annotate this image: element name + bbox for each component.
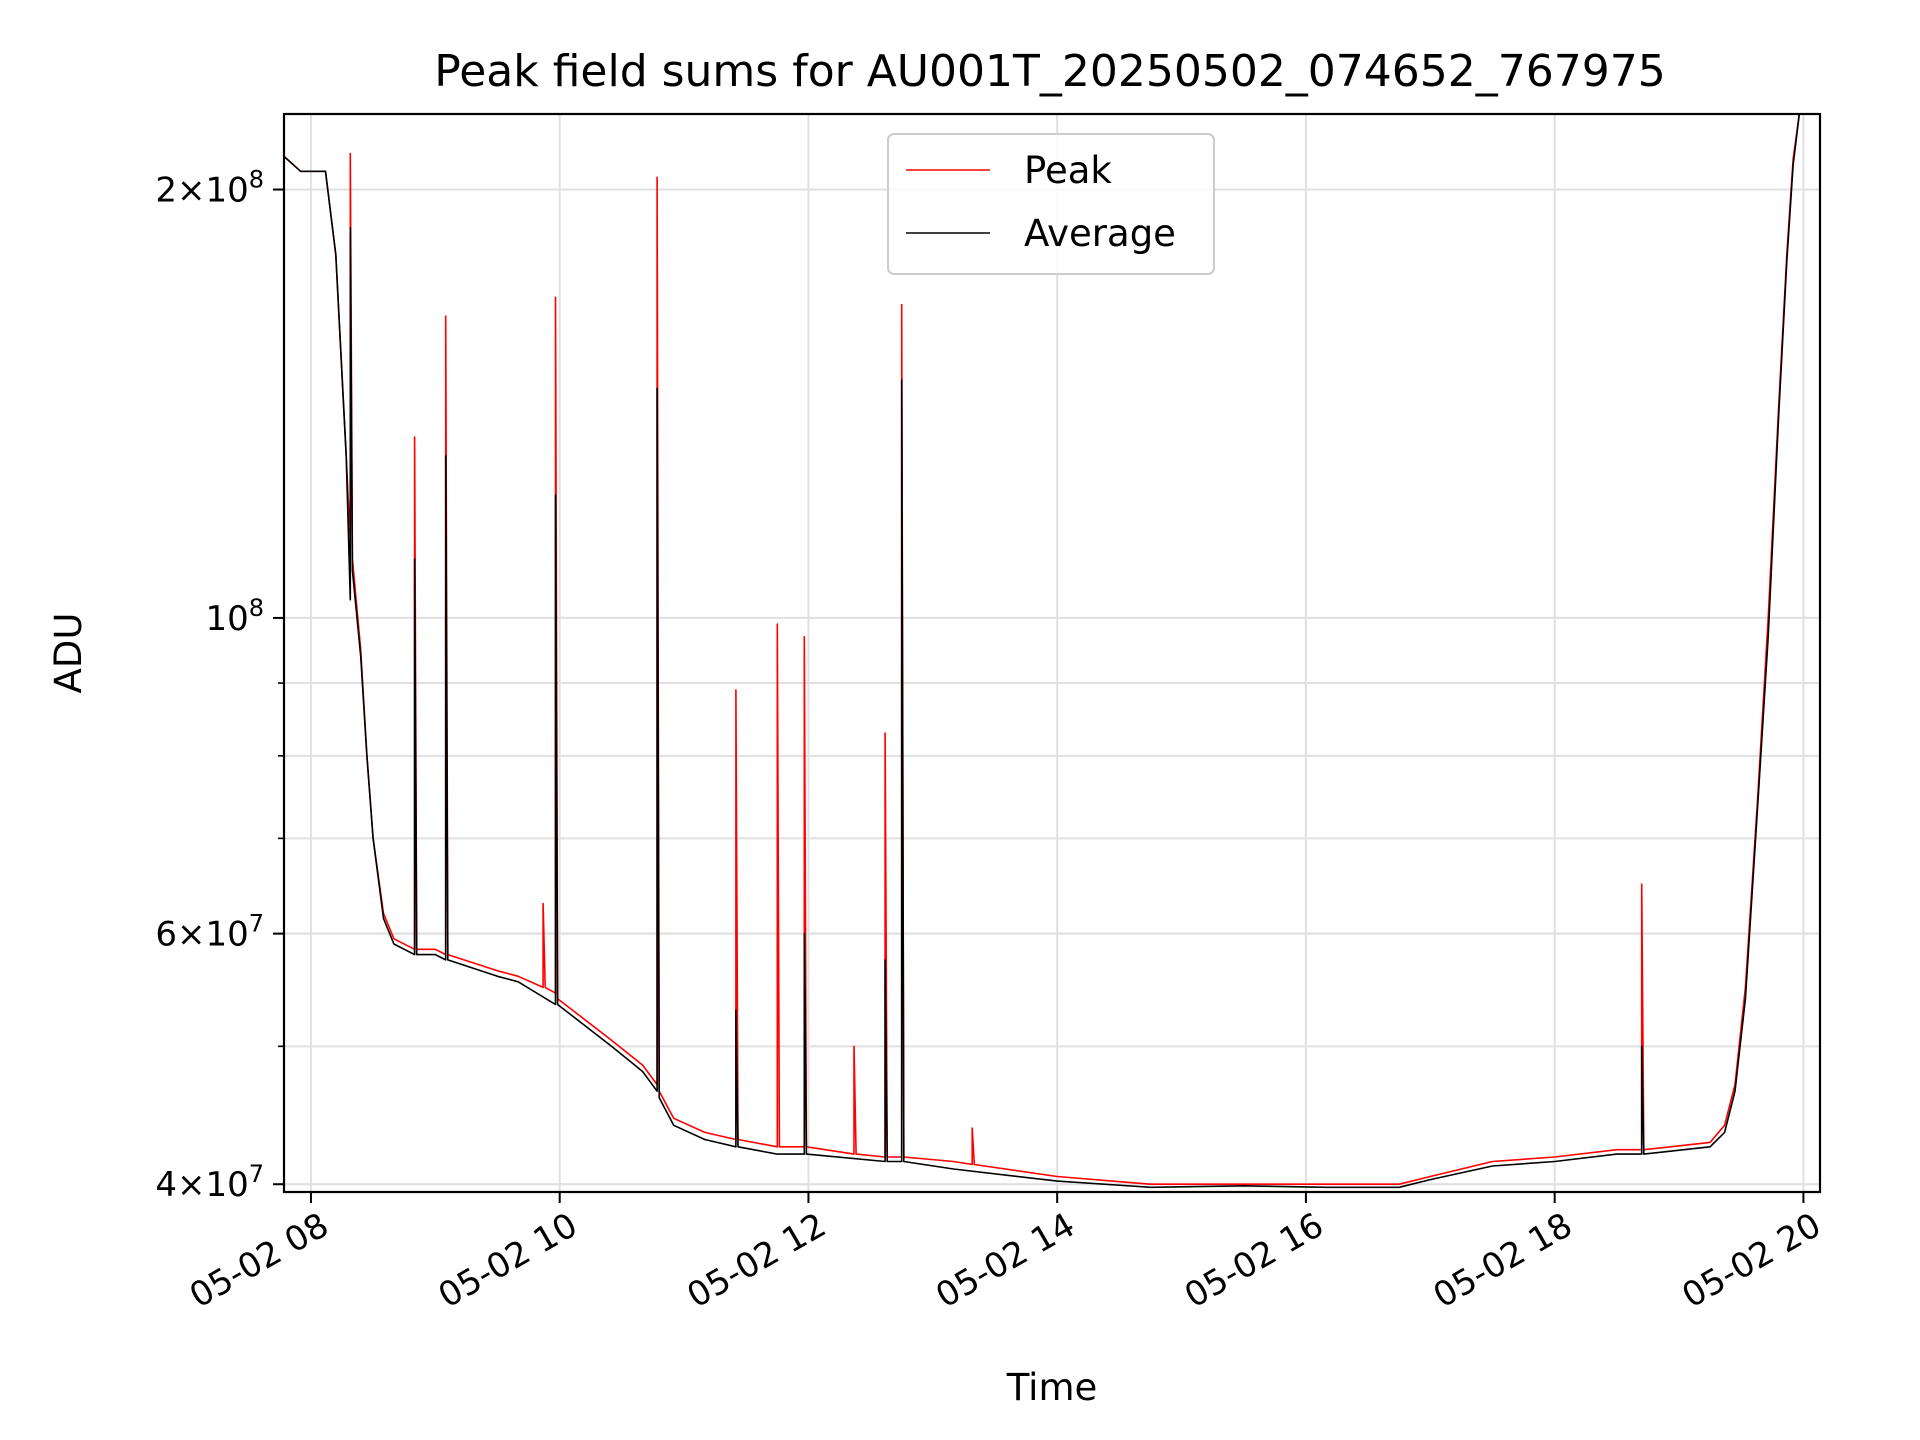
y-axis: 4×107 6×107 108 2×108: [155, 166, 284, 1205]
legend-box: [887, 133, 1215, 275]
legend-label-peak: Peak: [1024, 149, 1112, 192]
legend: Peak Average: [887, 133, 1215, 275]
x-axis-title: Time: [1006, 1366, 1098, 1409]
legend-label-average: Average: [1024, 212, 1176, 255]
y-tick-label: 108: [205, 594, 264, 639]
chart-title: Peak field sums for AU001T_20250502_0746…: [434, 46, 1666, 97]
series-lines: [283, 113, 1801, 1189]
y-tick-label: 4×107: [155, 1160, 264, 1205]
y-tick-label: 6×107: [155, 910, 264, 955]
plot-frame: [282, 112, 1822, 1194]
series-line-average: [283, 113, 1801, 1189]
y-tick-label: 2×108: [155, 166, 264, 211]
y-axis-title: ADU: [47, 613, 90, 694]
